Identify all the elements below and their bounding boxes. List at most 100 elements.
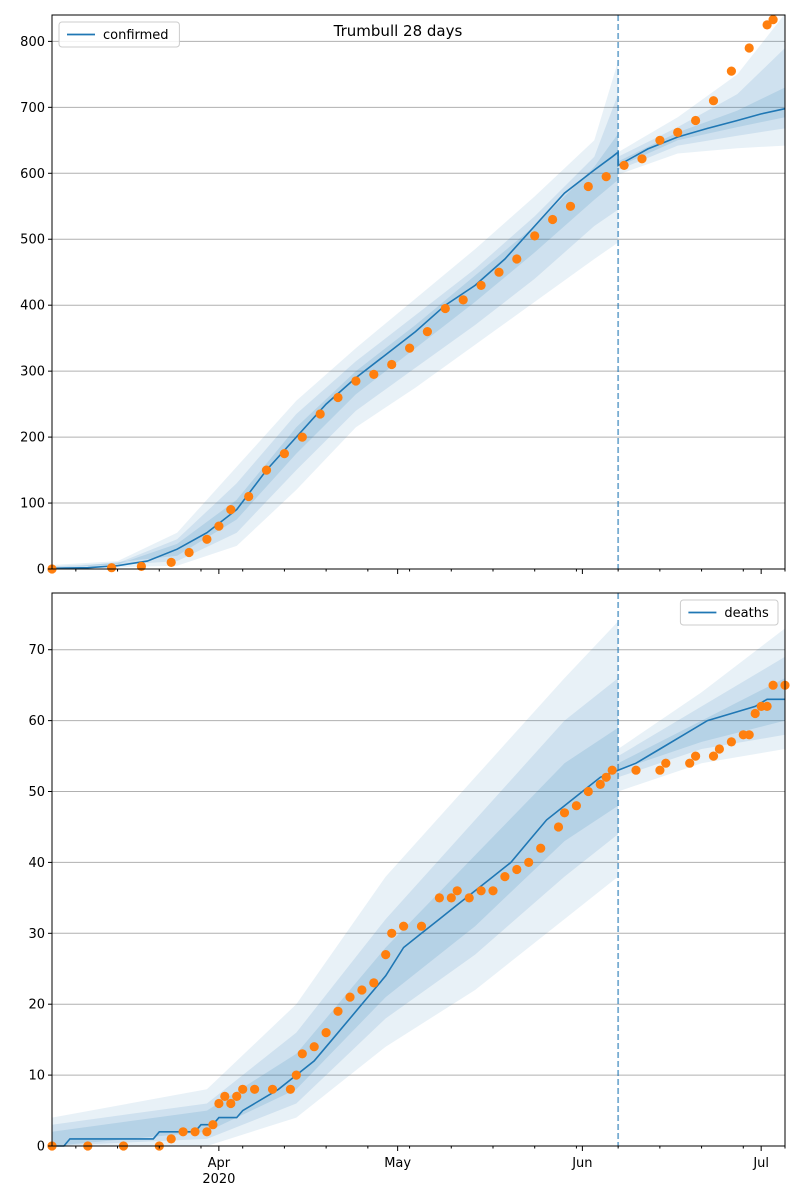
y-tick-label: 20 [28,998,45,1013]
observed-point [536,843,546,853]
legend-label: deaths [724,606,769,621]
observed-point [637,154,647,164]
observed-point [595,779,605,790]
observed-point [601,172,611,182]
y-tick-label: 10 [28,1069,45,1084]
y-tick-label: 60 [28,714,45,729]
observed-point [691,115,701,126]
axes-frame [51,592,786,1147]
observed-point [488,886,498,896]
y-tick-label: 800 [20,35,45,50]
axes-frame [51,14,786,570]
observed-point [297,1049,307,1059]
observed-point [553,822,564,832]
observed-point [387,928,397,938]
observed-point [220,1091,230,1101]
observed-point [178,1127,188,1137]
observed-point [291,1070,301,1080]
observed-point [512,864,522,875]
observed-point [619,160,629,170]
observed-point [476,886,486,896]
confirmed-chart: 0 100 200 300 400 500 600 700 800 confirmed Trumbu… [20,13,786,578]
observed-point [673,127,683,137]
y-tick-label: 100 [20,497,45,512]
observed-point [351,376,361,386]
observed-point [744,730,754,740]
observed-point [136,561,146,572]
observed-point [768,680,778,690]
chart-title: Trumbull 28 days [333,22,463,40]
observed-point [452,886,462,896]
y-tick-label: 400 [20,299,45,314]
observed-point [297,432,307,442]
observed-point [202,1127,212,1137]
observed-point [333,392,343,403]
observed-point [494,267,504,277]
observed-point [261,465,272,475]
observed-point [434,893,444,903]
observed-point [232,1091,242,1101]
legend-label: confirmed [103,28,169,43]
observed-point [691,751,701,761]
x-tick-label: Jun [571,1156,592,1171]
confidence-band-middle [52,656,785,1146]
observed-point [190,1127,200,1137]
observed-point [714,744,725,754]
observed-point [369,978,379,988]
observed-point [315,409,325,419]
observed-point [399,921,409,931]
observed-point [744,43,754,53]
observed-point [530,231,540,241]
y-tick-label: 500 [20,233,45,248]
observed-point [750,708,760,719]
observed-point [285,1084,295,1094]
observed-point [422,327,432,337]
observed-point [309,1042,319,1052]
x-tick-label: Apr [208,1156,231,1171]
observed-point [214,1098,224,1109]
observed-point [476,280,486,290]
observed-point [708,96,719,106]
observed-point [583,786,593,797]
observed-point [321,1028,331,1038]
observed-point [601,772,611,782]
y-tick-label: 0 [37,563,45,578]
observed-point [357,985,367,995]
observed-point [416,921,427,931]
observed-point [768,15,778,25]
observed-point [571,801,582,811]
confidence-band-middle [52,48,785,569]
observed-point [369,369,379,379]
observed-point [226,1098,236,1109]
y-tick-label: 600 [20,167,45,182]
observed-point [166,557,176,568]
legend-box [679,599,779,626]
observed-point [387,359,397,370]
observed-point [202,534,212,544]
observed-point [726,66,737,76]
observed-point [661,758,671,768]
observed-point [512,254,522,264]
observed-point [500,872,510,882]
observed-point [762,701,772,712]
observed-point [107,563,117,573]
y-tick-label: 0 [37,1140,45,1155]
observed-point [226,505,236,515]
x-year-label: 2020 [202,1172,235,1187]
y-tick-label: 200 [20,431,45,446]
observed-point [685,758,695,768]
observed-point [267,1084,278,1094]
observed-point [381,950,391,960]
confidence-band-outer [52,13,785,569]
observed-point [583,181,593,192]
observed-point [548,214,558,225]
observed-point [458,295,468,305]
legend-box [58,21,180,48]
observed-point [333,1006,343,1016]
observed-point [607,765,617,775]
observed-point [405,343,415,353]
observed-point [166,1134,176,1144]
observed-point [214,521,224,531]
